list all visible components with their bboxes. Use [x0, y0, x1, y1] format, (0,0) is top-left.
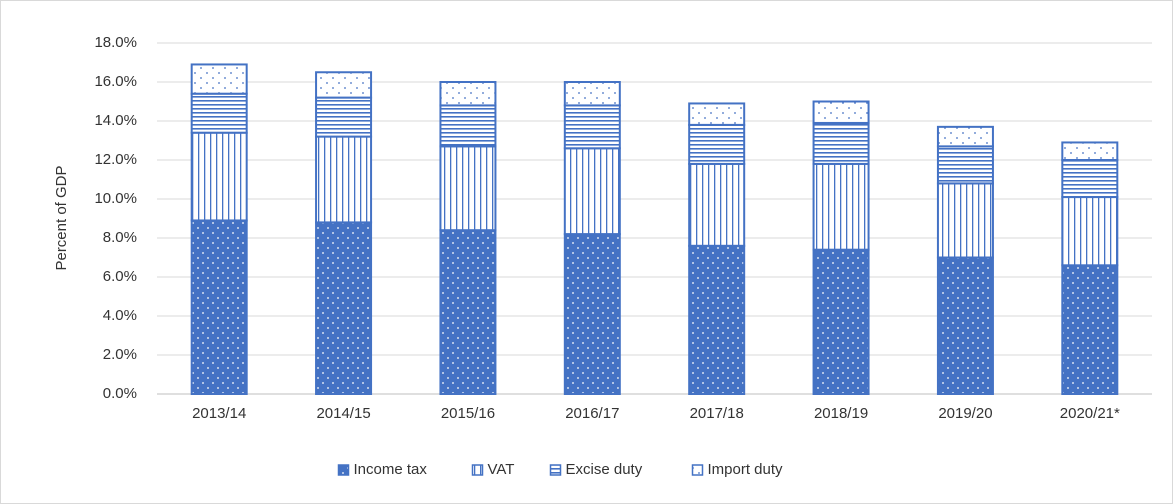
- x-tick-label: 2014/15: [316, 405, 370, 422]
- y-tick-label: 4.0%: [103, 307, 137, 324]
- y-tick-label: 14.0%: [94, 112, 137, 129]
- legend-label: Import duty: [708, 461, 784, 478]
- bar-segment: [563, 233, 621, 395]
- y-axis-label: Percent of GDP: [53, 165, 70, 270]
- bar-segment: [812, 248, 870, 395]
- bar-segment: [439, 81, 497, 107]
- y-tick-label: 18.0%: [94, 34, 137, 51]
- bar-segment: [1061, 141, 1119, 161]
- y-tick-label: 6.0%: [103, 268, 137, 285]
- bar-segment: [315, 71, 373, 99]
- legend-label: Income tax: [354, 461, 428, 478]
- bar-segment: [936, 256, 994, 395]
- y-tick-label: 0.0%: [103, 385, 137, 402]
- bar-segment: [563, 147, 621, 236]
- legend-label: VAT: [488, 461, 515, 478]
- bar-segment: [936, 145, 994, 185]
- bar-segment: [190, 63, 248, 95]
- x-tick-label: 2016/17: [565, 405, 619, 422]
- bar-segment: [1061, 159, 1119, 199]
- x-tick-label: 2018/19: [814, 405, 868, 422]
- bar-segment: [1061, 196, 1119, 267]
- legend-swatch: [337, 464, 350, 476]
- y-tick-label: 12.0%: [94, 151, 137, 168]
- bar-segment: [190, 131, 248, 222]
- bar-segment: [563, 104, 621, 150]
- x-tick-label: 2020/21*: [1060, 405, 1120, 422]
- bar-segment: [688, 102, 746, 126]
- bar-segment: [936, 125, 994, 148]
- bar-segment: [812, 121, 870, 165]
- bar-segment: [812, 162, 870, 251]
- bar-segment: [439, 229, 497, 395]
- bar-segment: [315, 221, 373, 395]
- x-tick-label: 2017/18: [690, 405, 744, 422]
- bar-segment: [1061, 264, 1119, 395]
- x-tick-label: 2013/14: [192, 405, 246, 422]
- y-tick-label: 8.0%: [103, 229, 137, 246]
- bar-segment: [315, 135, 373, 224]
- legend-swatch: [471, 464, 484, 476]
- y-tick-label: 16.0%: [94, 73, 137, 90]
- bar-segment: [812, 100, 870, 124]
- bar-segment: [439, 104, 497, 148]
- legend-swatch: [691, 464, 704, 476]
- legend-swatch: [549, 464, 562, 476]
- bar-segment: [688, 162, 746, 247]
- y-tick-label: 2.0%: [103, 346, 137, 363]
- bar-segment: [190, 92, 248, 134]
- bar-segment: [563, 81, 621, 107]
- bar-segment: [439, 145, 497, 232]
- bar-segment: [688, 123, 746, 165]
- legend-label: Excise duty: [566, 461, 643, 478]
- bar-segment: [688, 244, 746, 395]
- x-tick-label: 2019/20: [938, 405, 992, 422]
- bar-segment: [190, 219, 248, 395]
- bar-segment: [315, 96, 373, 138]
- y-tick-label: 10.0%: [94, 190, 137, 207]
- bar-segment: [936, 182, 994, 259]
- x-tick-label: 2015/16: [441, 405, 495, 422]
